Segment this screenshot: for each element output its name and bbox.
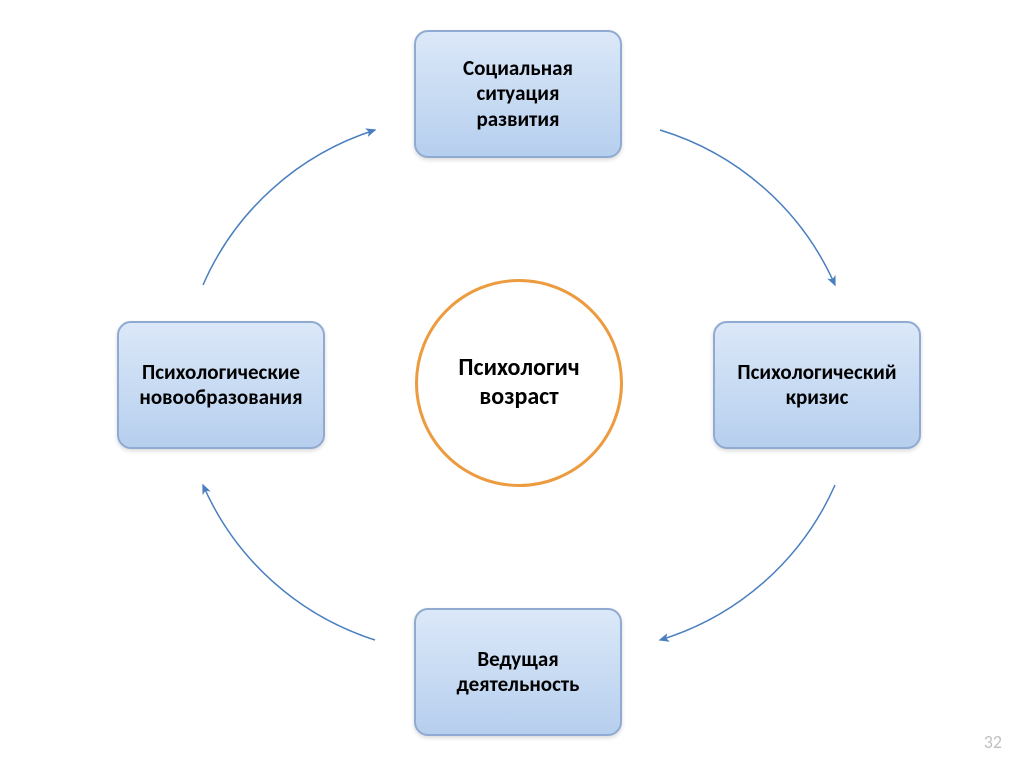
node-label: Психологические новообразования — [129, 354, 312, 416]
center-node: Психологич возраст — [415, 279, 623, 487]
node-label: Социальная ситуация развития — [453, 50, 583, 138]
node-label: Ведущая деятельность — [447, 641, 590, 703]
node-label: Психологический кризис — [727, 354, 906, 416]
center-label: Психологич возраст — [458, 354, 579, 412]
arrow-top-to-right — [660, 130, 835, 285]
arrow-left-to-top — [203, 130, 375, 285]
node-top: Социальная ситуация развития — [414, 30, 622, 158]
node-right: Психологический кризис — [713, 321, 921, 449]
node-left: Психологические новообразования — [117, 321, 325, 449]
arrow-right-to-bottom — [660, 485, 835, 640]
arrow-bottom-to-left — [203, 485, 375, 640]
page-number: 32 — [984, 731, 1002, 753]
diagram-stage: Психологич возраст Социальная ситуация р… — [0, 0, 1024, 767]
node-bottom: Ведущая деятельность — [414, 608, 622, 736]
